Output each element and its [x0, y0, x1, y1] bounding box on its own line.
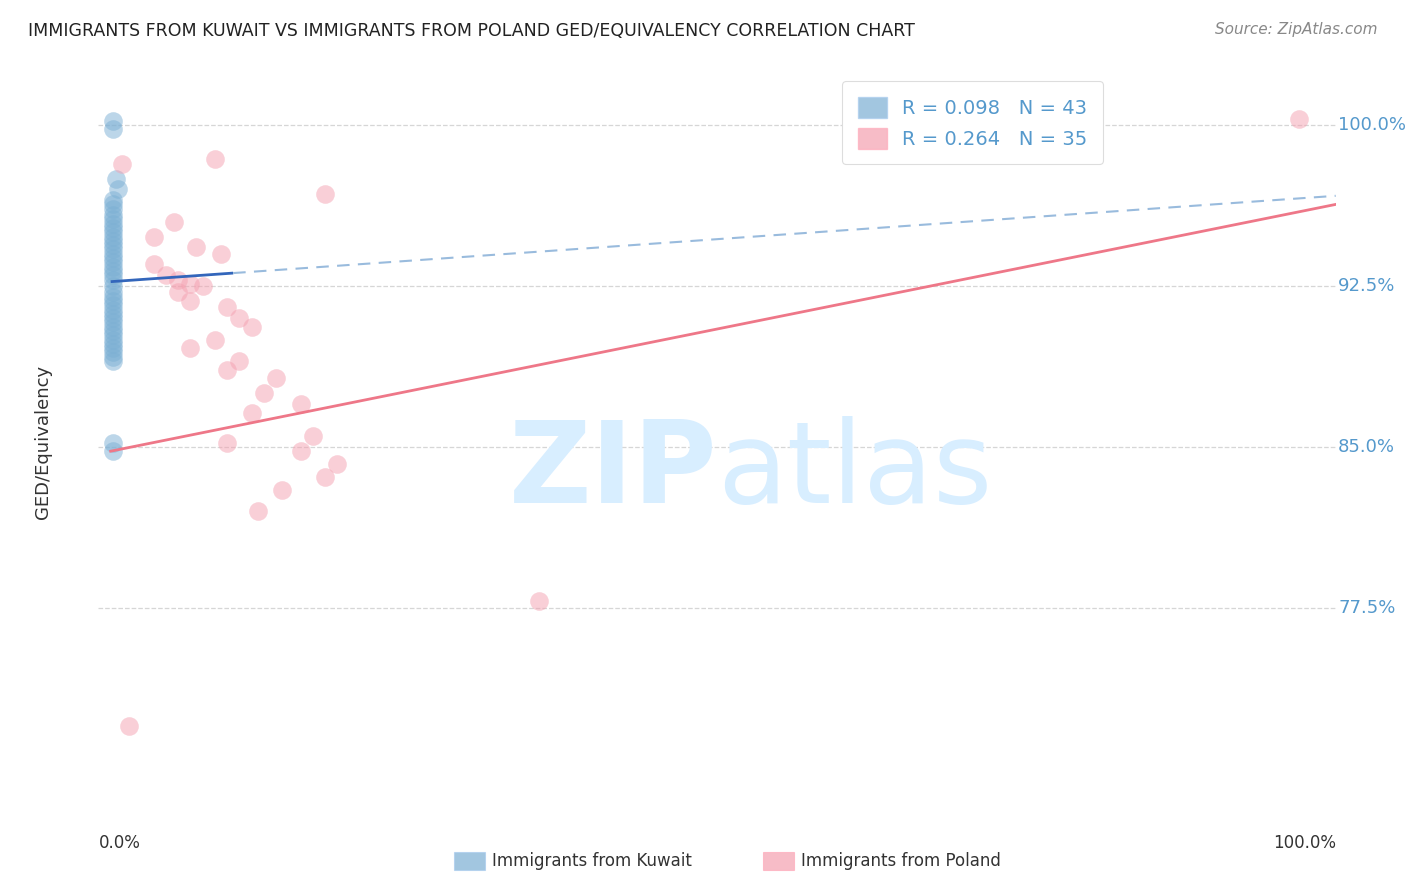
Point	[179, 341, 201, 355]
Point	[101, 298, 124, 312]
Text: GED/Equivalency: GED/Equivalency	[34, 365, 52, 518]
Point	[240, 406, 263, 420]
Text: 100.0%: 100.0%	[1339, 116, 1406, 134]
Point	[101, 341, 124, 355]
Text: ZIP: ZIP	[509, 416, 717, 526]
Text: atlas: atlas	[717, 416, 993, 526]
Point	[101, 324, 124, 338]
Point	[101, 243, 124, 257]
Text: Source: ZipAtlas.com: Source: ZipAtlas.com	[1215, 22, 1378, 37]
Point	[101, 293, 124, 308]
Point	[101, 345, 124, 359]
Point	[215, 362, 238, 376]
Point	[101, 272, 124, 286]
Point	[101, 122, 124, 136]
Point	[101, 337, 124, 351]
Point	[101, 197, 124, 211]
Point	[101, 238, 124, 252]
Text: 77.5%: 77.5%	[1339, 599, 1396, 617]
Point	[101, 279, 124, 293]
Point	[167, 272, 190, 286]
Text: Immigrants from Poland: Immigrants from Poland	[801, 852, 1001, 870]
Point	[101, 255, 124, 269]
Point	[142, 229, 165, 244]
Point	[101, 234, 124, 248]
Point	[101, 319, 124, 334]
Point	[271, 483, 294, 497]
Point	[215, 435, 238, 450]
Point	[186, 240, 208, 254]
Point	[101, 193, 124, 207]
Point	[204, 153, 226, 167]
Point	[209, 246, 232, 260]
Point	[101, 307, 124, 321]
Point	[101, 268, 124, 283]
Point	[101, 435, 124, 450]
Point	[101, 444, 124, 458]
Point	[101, 315, 124, 329]
Text: IMMIGRANTS FROM KUWAIT VS IMMIGRANTS FROM POLAND GED/EQUIVALENCY CORRELATION CHA: IMMIGRANTS FROM KUWAIT VS IMMIGRANTS FRO…	[28, 22, 915, 40]
Point	[264, 371, 287, 385]
Point	[118, 719, 141, 733]
Text: 100.0%: 100.0%	[1272, 834, 1336, 852]
Point	[101, 225, 124, 239]
Point	[101, 264, 124, 278]
Point	[215, 301, 238, 315]
Point	[179, 293, 201, 308]
Point	[101, 311, 124, 326]
Point	[1288, 112, 1310, 126]
Point	[101, 328, 124, 343]
Point	[101, 251, 124, 265]
Point	[101, 260, 124, 274]
Point	[101, 202, 124, 216]
Point	[204, 333, 226, 347]
Point	[107, 182, 129, 196]
Point	[101, 302, 124, 317]
Point	[155, 268, 177, 283]
Point	[142, 258, 165, 272]
Point	[101, 221, 124, 235]
Point	[290, 444, 312, 458]
Point	[326, 457, 349, 471]
Point	[246, 504, 269, 518]
Point	[167, 285, 190, 300]
Legend: R = 0.098   N = 43, R = 0.264   N = 35: R = 0.098 N = 43, R = 0.264 N = 35	[842, 81, 1104, 164]
Point	[179, 277, 201, 291]
Point	[104, 171, 127, 186]
Point	[101, 350, 124, 364]
Point	[111, 156, 134, 170]
Point	[253, 386, 276, 401]
Point	[228, 354, 250, 368]
Point	[290, 397, 312, 411]
Point	[101, 290, 124, 304]
Point	[240, 319, 263, 334]
Point	[314, 470, 336, 484]
Point	[101, 246, 124, 260]
Point	[191, 279, 214, 293]
Point	[314, 186, 336, 201]
Text: 85.0%: 85.0%	[1339, 438, 1395, 456]
Point	[163, 214, 186, 228]
Text: Immigrants from Kuwait: Immigrants from Kuwait	[492, 852, 692, 870]
Text: 92.5%: 92.5%	[1339, 277, 1396, 295]
Point	[101, 229, 124, 244]
Point	[101, 113, 124, 128]
Text: 0.0%: 0.0%	[98, 834, 141, 852]
Point	[101, 285, 124, 300]
Point	[101, 217, 124, 231]
Point	[228, 311, 250, 326]
Point	[101, 212, 124, 227]
Point	[101, 354, 124, 368]
Point	[101, 208, 124, 222]
Point	[301, 429, 323, 443]
Point	[529, 594, 551, 608]
Point	[101, 333, 124, 347]
